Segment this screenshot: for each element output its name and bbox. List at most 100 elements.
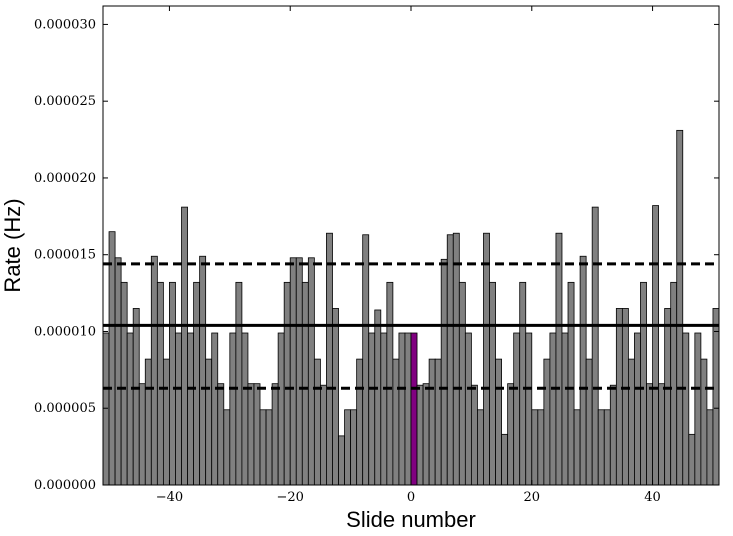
bar: [658, 383, 666, 486]
bar: [368, 332, 376, 486]
bar: [609, 384, 617, 486]
bar: [549, 332, 557, 486]
bar: [585, 358, 593, 486]
bar: [187, 332, 194, 486]
bar: [277, 332, 285, 486]
bar: [289, 257, 297, 486]
bar: [543, 358, 551, 486]
bar: [259, 409, 267, 486]
bar: [169, 281, 176, 486]
bar: [374, 309, 382, 486]
bar: [386, 281, 394, 486]
bar: [537, 409, 545, 486]
bar: [235, 281, 243, 486]
x-tick-label: 40: [644, 490, 661, 505]
bar: [628, 358, 635, 486]
bar: [579, 255, 587, 486]
bar: [126, 332, 134, 486]
bar: [567, 281, 575, 486]
bar: [621, 308, 629, 486]
bar: [320, 384, 327, 486]
bar: [150, 255, 158, 486]
bar: [253, 383, 261, 486]
x-axis-ticks: −40 −20 0 20 40: [156, 6, 661, 505]
bar: [664, 308, 672, 486]
bar: [440, 258, 448, 486]
y-tick-label: 0.000025: [34, 94, 96, 109]
bar: [223, 409, 231, 486]
bar: [217, 383, 225, 486]
bar: [706, 409, 714, 486]
bar: [489, 281, 496, 486]
bar: [513, 332, 521, 486]
bar: [458, 281, 466, 486]
bar: [295, 257, 303, 486]
x-tick-label: −40: [156, 490, 183, 505]
y-tick-label: 0.000030: [34, 17, 96, 32]
bar: [313, 358, 321, 486]
bar: [477, 409, 484, 486]
bar: [531, 409, 539, 486]
bar: [338, 435, 345, 486]
bar: [241, 332, 249, 486]
bar: [634, 332, 641, 486]
bar: [344, 409, 352, 486]
bar: [199, 255, 207, 486]
bar: [108, 231, 116, 486]
bar: [392, 358, 400, 486]
bar: [670, 281, 678, 486]
bar: [380, 332, 388, 486]
bar: [283, 281, 291, 486]
bar: [271, 383, 279, 486]
bar: [326, 232, 333, 486]
bar: [416, 384, 424, 486]
y-tick-label: 0.000010: [34, 324, 96, 339]
bar: [555, 232, 563, 486]
bar: [144, 358, 152, 486]
bar: [640, 281, 647, 486]
bar: [193, 281, 201, 486]
bar: [464, 332, 472, 486]
x-tick-label: 0: [407, 490, 415, 505]
bar: [265, 409, 273, 486]
bar: [501, 433, 509, 486]
bar: [398, 332, 406, 486]
bar: [446, 234, 454, 486]
bar: [247, 383, 255, 486]
bar: [519, 281, 527, 486]
y-axis-ticks: 0.000000 0.000005 0.000010 0.000015 0.000020…: [34, 17, 719, 493]
bar: [307, 257, 315, 486]
bar: [362, 234, 370, 486]
y-axis-label: Rate (Hz): [0, 198, 25, 292]
bar: [694, 332, 702, 486]
bar: [603, 409, 611, 486]
bar: [712, 308, 720, 486]
bar: [211, 332, 219, 486]
bar: [483, 232, 490, 486]
bar: [229, 332, 237, 486]
bar: [132, 308, 140, 486]
x-axis-label: Slide number: [346, 507, 476, 532]
bar: [120, 281, 128, 486]
bar: [301, 281, 309, 486]
bar: [434, 358, 442, 486]
reference-lines: [103, 262, 719, 390]
bar: [700, 358, 708, 486]
bar: [525, 332, 533, 486]
bar: [615, 308, 623, 486]
bar: [597, 409, 605, 486]
bar: [114, 257, 122, 486]
bar: [452, 232, 460, 486]
bar: [652, 205, 660, 486]
bar: [573, 409, 581, 486]
bar: [688, 433, 696, 486]
bars-group: [102, 129, 720, 486]
bar: [470, 384, 478, 486]
bar: [404, 332, 412, 486]
bar: [428, 358, 436, 486]
bar: [561, 332, 569, 486]
bar: [162, 358, 170, 486]
y-tick-label: 0.000015: [34, 248, 96, 263]
bar: [682, 332, 690, 486]
